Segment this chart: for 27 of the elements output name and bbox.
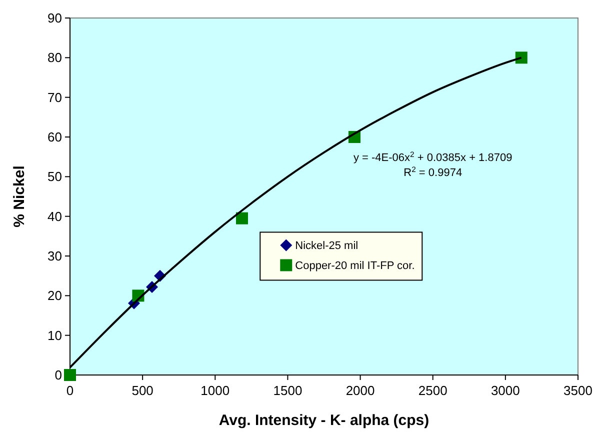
y-axis-title: % Nickel xyxy=(11,166,28,228)
x-tick-label: 500 xyxy=(132,383,154,398)
x-tick-label: 1500 xyxy=(273,383,302,398)
point xyxy=(236,212,248,224)
y-tick-label: 50 xyxy=(48,169,62,184)
y-tick-label: 10 xyxy=(48,328,62,343)
x-tick-label: 0 xyxy=(66,383,74,398)
x-axis-title: Avg. Intensity - K- alpha (cps) xyxy=(218,412,430,429)
annotation: y = -4E-06x$^{2}$ + 0.0385x + 1.8709 xyxy=(354,149,512,164)
x-tick-label: 3000 xyxy=(490,383,520,398)
y-tick-label: 90 xyxy=(48,10,62,26)
legend-label: Copper-20 mil IT-FP cor. xyxy=(295,260,415,272)
annotation: R$^{2}$ = 0.9974 xyxy=(404,164,462,179)
y-tick-label: 70 xyxy=(48,90,62,105)
point xyxy=(64,369,76,381)
point xyxy=(515,52,528,64)
legend-label: Nickel-25 mil xyxy=(295,240,358,252)
y-tick-label: 20 xyxy=(48,288,62,304)
y-tick-label: 60 xyxy=(48,130,62,145)
x-tick-label: 2000 xyxy=(346,383,375,398)
y-tick-label: 30 xyxy=(48,248,62,264)
x-tick-label: 1000 xyxy=(200,383,230,398)
y-tick-label: 0 xyxy=(54,368,62,383)
x-tick-label: 2500 xyxy=(418,383,448,398)
y-tick-label: 40 xyxy=(48,208,62,224)
x-tick-label: 3500 xyxy=(564,383,592,398)
y-tick-label: 80 xyxy=(48,50,62,66)
